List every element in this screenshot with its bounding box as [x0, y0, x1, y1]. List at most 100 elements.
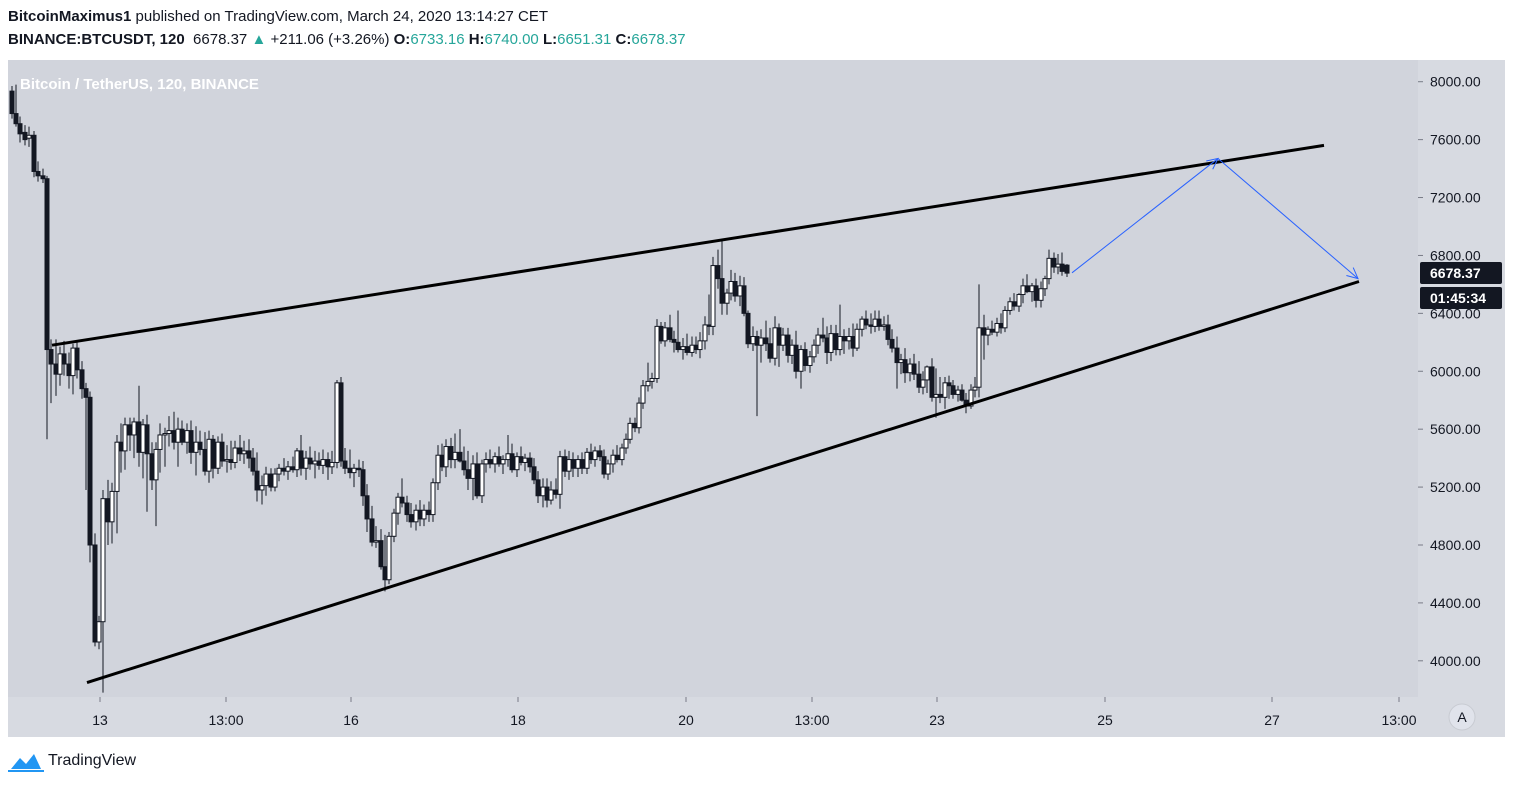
candle — [1059, 252, 1065, 276]
candle-body — [715, 265, 721, 280]
close-label: C: — [615, 31, 632, 48]
candle-body — [632, 422, 638, 429]
resistance-trendline[interactable] — [51, 143, 1325, 347]
candle-body — [876, 318, 882, 327]
candle-body — [118, 441, 124, 452]
candle-body — [140, 424, 146, 453]
candle — [307, 446, 313, 470]
candle-body — [1033, 285, 1039, 301]
candle — [461, 446, 467, 476]
candle-body — [946, 382, 952, 387]
candle — [386, 531, 392, 585]
candle-body — [807, 356, 813, 366]
candle-body — [924, 366, 930, 381]
tradingview-brand[interactable]: TradingView — [48, 752, 137, 769]
price-tick-label: 8000.00 — [1430, 74, 1481, 90]
candle-body — [597, 450, 603, 458]
candle — [509, 443, 515, 473]
candle-body — [369, 518, 375, 543]
projection-segment[interactable] — [1071, 158, 1219, 274]
candle-body — [144, 424, 150, 455]
projection-segment[interactable] — [1217, 158, 1359, 279]
candle-body — [894, 347, 900, 364]
candle-body — [79, 369, 85, 390]
candle — [479, 459, 485, 504]
open-value: 6733.16 — [410, 31, 465, 48]
candle — [1064, 264, 1070, 278]
candle — [758, 329, 764, 363]
candle-body — [9, 90, 15, 115]
candle-body — [548, 489, 554, 501]
candle — [263, 466, 269, 496]
candle — [584, 447, 590, 475]
price-projection — [1071, 157, 1359, 280]
time-tick-label: 20 — [678, 712, 694, 728]
candle-body — [702, 324, 708, 342]
candle-body — [13, 113, 19, 125]
support-trendline[interactable] — [86, 280, 1360, 684]
candle-body — [623, 438, 629, 449]
candle-body — [627, 422, 633, 440]
candle-body — [1051, 257, 1057, 268]
candle-body — [100, 498, 106, 623]
time-tick-label: 13:00 — [208, 712, 243, 728]
candle — [636, 397, 642, 434]
candle — [1046, 249, 1052, 285]
candle-body — [487, 459, 493, 465]
candle — [79, 361, 85, 399]
candle-body — [373, 540, 379, 543]
candle-body — [114, 441, 120, 492]
candle-body — [911, 363, 917, 375]
high-label: H: — [468, 31, 485, 48]
price-tick-label: 4400.00 — [1430, 595, 1481, 611]
candle — [929, 358, 935, 402]
candle-body — [83, 388, 89, 398]
candle-body — [342, 460, 348, 469]
candle — [989, 320, 995, 336]
candle-body — [868, 324, 874, 327]
candle — [378, 529, 384, 570]
candle — [548, 481, 554, 505]
candle — [745, 310, 751, 349]
time-axis[interactable] — [8, 697, 1418, 737]
candle-body — [820, 334, 826, 339]
time-tick-label: 13:00 — [1381, 712, 1416, 728]
candle-body — [1059, 263, 1065, 272]
candle — [162, 427, 168, 467]
candle — [942, 377, 948, 409]
candle — [535, 471, 541, 504]
candle-body — [35, 170, 41, 177]
price-axis[interactable] — [1418, 60, 1505, 737]
candle-body — [127, 424, 133, 436]
author-name[interactable]: BitcoinMaximus1 — [8, 8, 132, 25]
price-tick-label: 6800.00 — [1430, 247, 1481, 263]
candle-body — [184, 430, 190, 443]
candle-body — [828, 333, 834, 353]
candle — [391, 508, 397, 543]
candle — [395, 492, 401, 525]
auto-scale-button[interactable] — [1448, 703, 1476, 731]
candle-body — [1042, 278, 1048, 290]
candle-body — [837, 336, 843, 351]
candle — [40, 168, 46, 184]
candle-body — [74, 347, 80, 371]
candle-body — [601, 456, 607, 475]
candle-body — [157, 434, 163, 450]
candle-body — [364, 495, 370, 520]
candle-body — [658, 325, 664, 342]
candle — [210, 434, 216, 479]
candle-body — [382, 566, 388, 581]
candle-body — [149, 453, 155, 481]
candle-body — [479, 463, 485, 497]
candle — [351, 463, 357, 488]
candle-body — [22, 131, 28, 141]
candle-body — [188, 430, 194, 453]
candle — [937, 377, 943, 404]
plot-background[interactable] — [8, 60, 1418, 697]
candle — [87, 391, 93, 563]
candle — [430, 478, 436, 522]
candle-body — [131, 421, 137, 436]
candle — [338, 377, 344, 467]
